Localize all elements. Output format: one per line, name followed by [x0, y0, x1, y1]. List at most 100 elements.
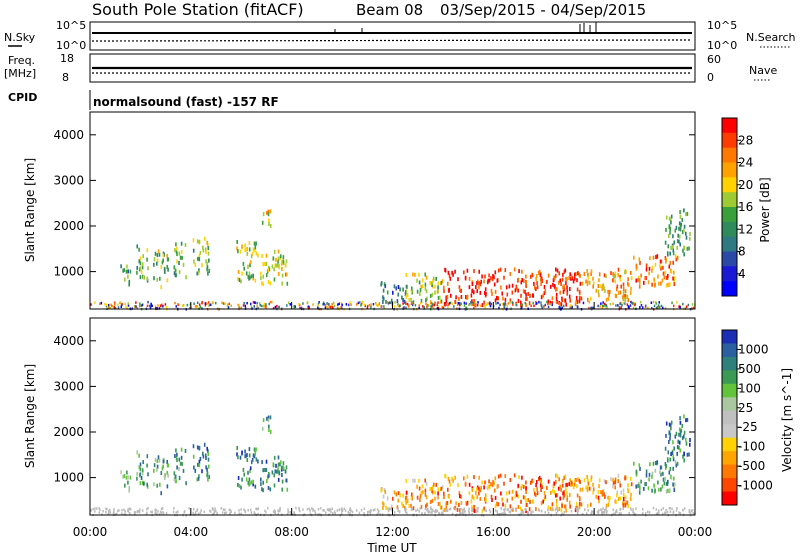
range-gate-cell: [282, 461, 285, 466]
range-gate-cell: [669, 457, 671, 462]
range-gate-cell: [473, 303, 476, 307]
ground-scatter-cell: [267, 507, 269, 510]
range-gate-cell: [464, 481, 467, 486]
range-gate-cell: [432, 490, 434, 495]
ground-scatter-cell: [109, 307, 111, 310]
colorbar-frame: [721, 329, 738, 506]
ground-scatter-cell: [221, 301, 223, 304]
range-gate-cell: [494, 476, 497, 481]
range-gate-cell: [260, 482, 262, 487]
range-gate-cell: [563, 490, 565, 495]
range-gate-cell: [199, 250, 202, 255]
range-gate-cell: [207, 457, 210, 462]
range-gate-cell: [443, 285, 445, 290]
ground-scatter-cell: [325, 511, 327, 514]
range-gate-cell: [543, 491, 546, 495]
range-gate-cell: [382, 502, 385, 507]
ground-scatter-cell: [370, 509, 372, 512]
range-gate-cell: [458, 502, 460, 507]
xtick-label: 20:00: [577, 525, 612, 539]
range-gate-cell: [471, 282, 474, 286]
ground-scatter-cell: [363, 303, 366, 307]
range-gate-cell: [207, 477, 209, 482]
range-gate-cell: [255, 457, 258, 462]
range-gate-cell: [579, 487, 582, 492]
ground-scatter-cell: [676, 301, 678, 304]
range-gate-cell: [123, 474, 126, 479]
ground-scatter-cell: [436, 307, 439, 310]
ground-scatter-cell: [193, 302, 195, 305]
range-gate-cell: [140, 270, 143, 274]
range-gate-cell: [639, 466, 641, 471]
ground-scatter-cell: [463, 301, 466, 305]
range-gate-cell: [280, 254, 282, 259]
ground-scatter-cell: [175, 305, 177, 308]
ground-scatter-cell: [222, 508, 225, 511]
range-gate-cell: [281, 273, 284, 278]
range-gate-cell: [555, 502, 558, 507]
range-gate-cell: [476, 495, 478, 500]
colorbar-tick-label: 20: [738, 178, 753, 192]
range-gate-cell: [673, 282, 676, 287]
range-gate-cell: [669, 226, 671, 231]
ground-scatter-cell: [615, 304, 617, 307]
ground-scatter-cell: [329, 509, 332, 512]
ground-scatter-cell: [174, 301, 176, 305]
range-gate-cell: [471, 505, 473, 510]
ground-scatter-cell: [451, 302, 454, 306]
ground-scatter-cell: [449, 507, 452, 511]
range-gate-cell: [578, 299, 581, 304]
range-gate-cell: [657, 274, 659, 279]
ground-scatter-cell: [363, 512, 365, 515]
ground-scatter-cell: [421, 512, 423, 515]
ground-scatter-cell: [257, 306, 259, 310]
range-gate-cell: [615, 500, 617, 505]
range-gate-cell: [273, 277, 276, 282]
ground-scatter-cell: [615, 510, 617, 513]
ground-scatter-cell: [586, 512, 588, 515]
ground-scatter-cell: [224, 302, 226, 305]
ground-scatter-cell: [186, 303, 189, 307]
ground-scatter-cell: [108, 303, 110, 307]
ground-scatter-cell: [675, 509, 678, 512]
range-gate-cell: [272, 256, 275, 261]
range-gate-cell: [587, 297, 589, 302]
range-gate-cell: [624, 294, 626, 299]
ground-scatter-cell: [154, 511, 156, 514]
range-gate-cell: [206, 265, 209, 270]
ground-scatter-cell: [136, 510, 139, 514]
range-gate-cell: [635, 469, 638, 474]
ground-scatter-cell: [272, 307, 275, 310]
range-gate-cell: [654, 488, 656, 493]
range-gate-cell: [494, 298, 497, 303]
ground-scatter-cell: [225, 511, 227, 514]
ground-scatter-cell: [397, 509, 399, 512]
ground-scatter-cell: [485, 303, 488, 306]
range-gate-cell: [250, 480, 253, 485]
range-gate-cell: [252, 482, 254, 487]
range-gate-cell: [437, 487, 440, 492]
colorbar-tick-label: -500: [738, 459, 765, 473]
range-gate-cell: [633, 255, 635, 260]
range-gate-cell: [664, 446, 667, 451]
ground-scatter-cell: [201, 300, 203, 304]
range-gate-cell: [643, 486, 645, 491]
ground-scatter-cell: [552, 508, 554, 511]
range-gate-cell: [622, 291, 625, 295]
range-gate-cell: [662, 471, 664, 476]
colorbar-segment: [722, 251, 737, 267]
ground-scatter-cell: [602, 510, 604, 514]
ground-scatter-cell: [277, 512, 279, 516]
range-gate-cell: [603, 286, 605, 291]
ground-scatter-cell: [121, 302, 123, 306]
range-gate-cell: [485, 498, 487, 503]
ground-scatter-cell: [240, 508, 242, 511]
range-gate-cell: [254, 484, 257, 489]
range-gate-cell: [174, 454, 176, 458]
range-gate-cell: [459, 288, 461, 292]
ground-scatter-cell: [155, 512, 157, 515]
range-gate-cell: [271, 470, 274, 475]
range-gate-cell: [525, 280, 527, 285]
ground-scatter-cell: [226, 305, 229, 308]
